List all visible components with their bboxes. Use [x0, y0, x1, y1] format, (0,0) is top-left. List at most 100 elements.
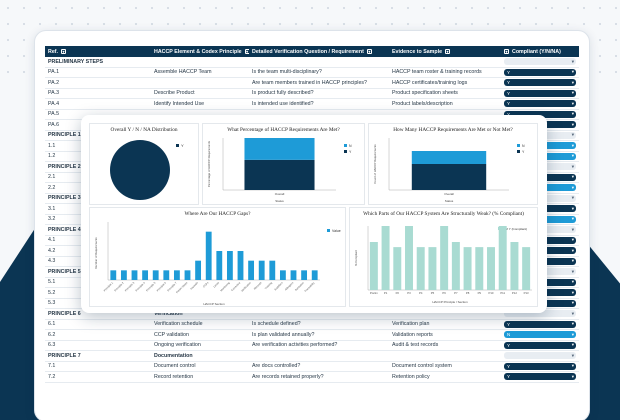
cell-question[interactable]: Are verification activities performed? [252, 342, 338, 349]
cell-element[interactable]: Ongoing verification [154, 342, 201, 349]
col-element[interactable]: HACCP Element & Codex Principle ▾ [154, 48, 249, 55]
cell-element[interactable]: Documentation [154, 352, 193, 359]
cell-question[interactable]: Is the team multi-disciplinary? [252, 69, 322, 76]
cell-element[interactable]: Describe Product [154, 90, 195, 97]
cell-status[interactable]: Y▾ [501, 79, 579, 87]
cell-question[interactable]: Are records retained properly? [252, 373, 324, 380]
cell-status[interactable]: Y▾ [501, 110, 579, 118]
cell-question[interactable]: Are team members trained in HACCP princi… [252, 79, 368, 86]
cell-status[interactable]: ▾ [501, 352, 579, 360]
cell-question[interactable]: Is intended use identified? [252, 100, 314, 107]
cell-ref[interactable]: 7.1 [48, 363, 56, 370]
cell-status[interactable]: ▾ [501, 58, 579, 66]
cell-element[interactable]: Verification schedule [154, 321, 203, 328]
status-dropdown[interactable]: Y▾ [504, 79, 576, 87]
cell-status[interactable]: Y▾ [501, 362, 579, 370]
cell-ref[interactable]: 1.1 [48, 142, 56, 149]
status-value: Y [507, 112, 510, 117]
col-question[interactable]: Detailed Verification Question / Require… [252, 48, 372, 55]
gaps-title: Where Are Our HACCP Gaps? [184, 211, 251, 217]
status-dropdown[interactable]: Y▾ [504, 100, 576, 108]
cell-ref[interactable]: 3.2 [48, 216, 56, 223]
cell-evidence[interactable]: Document control system [392, 363, 452, 370]
cell-ref[interactable]: 6.2 [48, 331, 56, 338]
cell-ref[interactable]: PA.4 [48, 100, 60, 107]
cell-ref[interactable]: PA.6 [48, 121, 60, 128]
cell-question[interactable]: Is product fully described? [252, 90, 314, 97]
cell-element[interactable]: Verification [154, 310, 183, 317]
cell-ref[interactable]: PA.5 [48, 111, 60, 118]
cell-ref[interactable]: 6.3 [48, 342, 56, 349]
y-axis-label: Percentage of HACCP Requirements [207, 140, 211, 187]
status-dropdown[interactable]: N▾ [504, 331, 576, 339]
cell-element[interactable]: Record retention [154, 373, 194, 380]
chevron-down-icon: ▾ [571, 258, 574, 264]
cell-status[interactable]: Y▾ [501, 89, 579, 97]
status-dropdown[interactable]: ▾ [504, 58, 576, 66]
cell-ref[interactable]: PA.1 [48, 69, 60, 76]
cell-ref[interactable]: PA.2 [48, 79, 60, 86]
table-row: 6.3 Ongoing verification Are verification … [45, 341, 579, 351]
cell-ref[interactable]: 4.2 [48, 247, 56, 254]
cell-ref[interactable]: 2.1 [48, 174, 56, 181]
cell-evidence[interactable]: Product specification sheets [392, 90, 458, 97]
cell-status[interactable]: ▾ [501, 310, 579, 318]
status-dropdown[interactable]: Y▾ [504, 362, 576, 370]
cell-ref[interactable]: 5.1 [48, 279, 56, 286]
cell-evidence[interactable]: Validation reports [392, 331, 433, 338]
cell-evidence[interactable]: Product labels/description [392, 100, 453, 107]
cell-ref[interactable]: PRINCIPLE 7 [48, 352, 81, 359]
col-compliant[interactable]: ▾ Compliant (Y/N/NA) [504, 48, 561, 55]
cell-ref[interactable]: 6.1 [48, 321, 56, 328]
col-ref[interactable]: Ref. ▾ [48, 48, 67, 55]
status-dropdown[interactable]: Y▾ [504, 320, 576, 328]
table-row: PA.2 Are team members trained in HACCP pr… [45, 78, 579, 89]
weak-panel: Which Parts of Our HACCP System Are Stru… [349, 207, 538, 307]
cell-ref[interactable]: 2.2 [48, 184, 56, 191]
status-dropdown[interactable]: Y▾ [504, 341, 576, 349]
cell-status[interactable]: Y▾ [501, 100, 579, 108]
cell-ref[interactable]: 3.1 [48, 205, 56, 212]
section-row: PRINCIPLE 7 Documentation ▾ [45, 351, 579, 362]
status-dropdown[interactable]: Y▾ [504, 89, 576, 97]
cell-status[interactable]: N▾ [501, 331, 579, 339]
cell-ref[interactable]: PRELIMINARY STEPS [48, 58, 104, 65]
cell-question[interactable]: Is schedule defined? [252, 321, 301, 328]
cell-ref[interactable]: 1.2 [48, 153, 56, 160]
cell-element[interactable]: Identify Intended Use [154, 100, 205, 107]
bar-5 [163, 270, 170, 280]
cell-ref[interactable]: PRINCIPLE 6 [48, 310, 81, 317]
bar-3 [142, 270, 149, 280]
cell-element[interactable]: Assemble HACCP Team [154, 69, 212, 76]
cell-evidence[interactable]: HACCP certificates/training logs [392, 79, 468, 86]
cell-ref[interactable]: PRINCIPLE 4 [48, 226, 81, 233]
col-evidence[interactable]: Evidence to Sample ▾ [392, 48, 451, 55]
status-dropdown[interactable]: ▾ [504, 352, 576, 360]
cell-ref[interactable]: 4.3 [48, 258, 56, 265]
cell-status[interactable]: Y▾ [501, 68, 579, 76]
cell-ref[interactable]: 5.3 [48, 300, 56, 307]
status-dropdown[interactable]: ▾ [504, 310, 576, 318]
status-dropdown[interactable]: Y▾ [504, 110, 576, 118]
cell-question[interactable]: Are docs controlled? [252, 363, 301, 370]
cell-ref[interactable]: PRINCIPLE 3 [48, 195, 81, 202]
cell-evidence[interactable]: HACCP team roster & training records [392, 69, 482, 76]
cell-ref[interactable]: PA.3 [48, 90, 60, 97]
cell-question[interactable]: Is plan validated annually? [252, 331, 315, 338]
cell-status[interactable]: Y▾ [501, 341, 579, 349]
cell-ref[interactable]: PRINCIPLE 5 [48, 268, 81, 275]
cell-ref[interactable]: PRINCIPLE 2 [48, 163, 81, 170]
cell-evidence[interactable]: Audit & test records [392, 342, 439, 349]
cell-ref[interactable]: PRINCIPLE 1 [48, 132, 81, 139]
cell-evidence[interactable]: Verification plan [392, 321, 430, 328]
cell-status[interactable]: Y▾ [501, 320, 579, 328]
cell-ref[interactable]: 7.2 [48, 373, 56, 380]
cell-evidence[interactable]: Retention policy [392, 373, 430, 380]
status-dropdown[interactable]: Y▾ [504, 373, 576, 381]
cell-status[interactable]: Y▾ [501, 373, 579, 381]
status-dropdown[interactable]: Y▾ [504, 68, 576, 76]
cell-ref[interactable]: 5.2 [48, 289, 56, 296]
cell-element[interactable]: Document control [154, 363, 196, 370]
cell-element[interactable]: CCP validation [154, 331, 189, 338]
cell-ref[interactable]: 4.1 [48, 237, 56, 244]
